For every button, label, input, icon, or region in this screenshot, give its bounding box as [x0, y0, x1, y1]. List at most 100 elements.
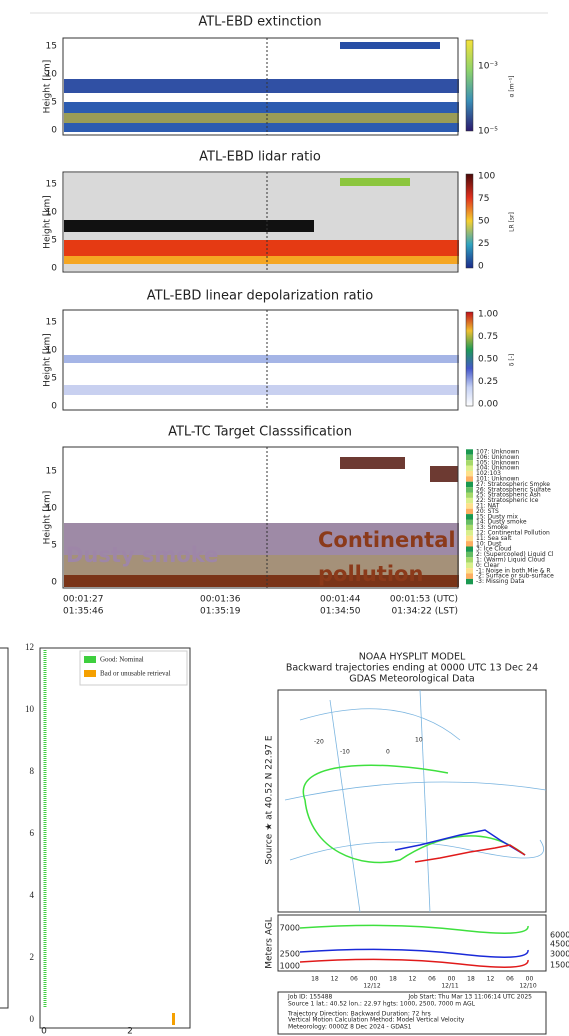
- map-grid-label: 0: [386, 749, 390, 756]
- hour-label: 18: [467, 976, 475, 983]
- hysplit-title: Backward trajectories ending at 0000 UTC…: [286, 663, 538, 674]
- hysplit-title: NOAA HYSPLIT MODEL: [359, 652, 466, 663]
- y-tick-label: 15: [46, 318, 57, 328]
- x-tick-label: 01:35:46: [63, 607, 104, 617]
- cbar-tick-label: 100: [478, 172, 495, 182]
- x-tick-label: 2: [127, 1027, 133, 1036]
- cbar-tick-label: 1.00: [478, 310, 498, 320]
- class-swatch: [466, 503, 473, 508]
- cbar-label: α [m⁻¹]: [509, 76, 516, 98]
- class-swatch: [466, 471, 473, 476]
- right-tick-label: 6000: [550, 931, 569, 940]
- class-swatch: [466, 449, 473, 454]
- footer-line: Job ID: 155488: [287, 994, 333, 1001]
- band: [64, 113, 459, 123]
- right-tick-label: 4500: [550, 940, 569, 949]
- y-tick-label: 10: [25, 704, 35, 714]
- side-label: Source ★ at 40.52 N 22.97 E: [265, 735, 275, 864]
- x-tick-label: 01:35:19: [200, 607, 241, 617]
- y-tick-label: 8: [30, 766, 35, 776]
- footer-line: Meteorology: 0000Z 8 Dec 2024 - GDAS1: [288, 1024, 412, 1031]
- band: [430, 466, 458, 482]
- bad-point: [172, 1013, 175, 1025]
- cbar-tick-label: 0.00: [478, 400, 498, 410]
- map: [278, 690, 546, 912]
- band: [340, 42, 440, 49]
- date-label: 12/12: [363, 983, 380, 990]
- legend-label: Good: Nominal: [100, 656, 144, 664]
- hour-label: 12: [331, 976, 339, 983]
- hysplit-title: GDAS Meteorological Data: [349, 674, 475, 685]
- cbar-tick-label: 0: [478, 262, 484, 272]
- colorbar: [466, 40, 473, 131]
- height-panel: [278, 915, 546, 971]
- map-grid-label: 10: [415, 737, 423, 744]
- class-swatch: [466, 536, 473, 541]
- cbar-tick-label: 50: [478, 217, 490, 227]
- class-swatch: [466, 520, 473, 525]
- y-tick-label: 10: [46, 346, 58, 356]
- hour-label: 18: [311, 976, 319, 983]
- y-tick-label: 0: [51, 402, 57, 412]
- y-tick-label: 2: [30, 952, 35, 962]
- y-tick-label: 0: [30, 1014, 35, 1024]
- x-tick-label: 01:34:22 (LST): [391, 607, 458, 617]
- y-tick-label: 5: [51, 236, 57, 246]
- frame: [0, 648, 8, 1008]
- cbar-label: δ [-]: [509, 354, 516, 366]
- class-swatch: [466, 579, 473, 584]
- x-tick-label: 01:34:50: [320, 607, 361, 617]
- y-tick-label: 0: [51, 264, 57, 274]
- left-tick-label: 1000: [280, 962, 300, 971]
- cbar-tick-label: 10⁻⁵: [478, 127, 498, 137]
- y-tick-label: 12: [25, 642, 34, 652]
- class-swatch: [466, 482, 473, 487]
- y-tick-label: 4: [30, 890, 35, 900]
- x-tick-label: 00:01:27: [63, 595, 103, 605]
- hour-label: 06: [350, 976, 358, 983]
- hour-label: 18: [389, 976, 397, 983]
- class-swatch: [466, 460, 473, 465]
- panel-title: ATL-TC Target Classsification: [168, 425, 352, 440]
- y-tick-label: 5: [51, 541, 57, 551]
- band: [340, 457, 405, 469]
- class-swatch: [466, 525, 473, 530]
- cbar-tick-label: 0.25: [478, 377, 498, 387]
- band: [64, 220, 314, 232]
- y-tick-label: 15: [46, 42, 57, 52]
- panel-title: ATL-EBD linear depolarization ratio: [147, 289, 374, 304]
- hour-label: 12: [409, 976, 417, 983]
- date-label: 12/10: [519, 983, 536, 990]
- y-tick-label: 10: [46, 70, 58, 80]
- x-tick-label: 0: [41, 1027, 47, 1036]
- class-swatch: [466, 514, 473, 519]
- y-tick-label: 15: [46, 180, 57, 190]
- band: [64, 240, 459, 256]
- plot-frame: [40, 648, 190, 1028]
- cbar-tick-label: 0.50: [478, 355, 498, 365]
- class-swatch: [466, 466, 473, 471]
- class-swatch: [466, 574, 473, 579]
- height-label: Meters AGL: [265, 917, 275, 969]
- hour-label: 00: [448, 976, 456, 983]
- footer-line: Vertical Motion Calculation Method: Mode…: [288, 1017, 465, 1024]
- class-swatch: [466, 568, 473, 573]
- legend-swatch: [84, 670, 96, 677]
- class-swatch: [466, 493, 473, 498]
- x-tick-label: 00:01:36: [200, 595, 241, 605]
- left-tick-label: 2500: [280, 950, 300, 959]
- class-swatch: [466, 476, 473, 481]
- y-tick-label: 10: [46, 504, 58, 514]
- y-axis-label: Height [km]: [43, 491, 53, 545]
- figure: ATL-EBD extinctionHeight [km]05101510⁻⁵1…: [0, 0, 569, 1036]
- band: [64, 79, 459, 93]
- class-swatch: [466, 498, 473, 503]
- y-tick-label: 5: [51, 98, 57, 108]
- class-swatch: [466, 541, 473, 546]
- annotation: pollution: [318, 562, 423, 586]
- colorbar: [466, 312, 473, 406]
- footer-line: Source 1 lat.: 40.52 lon.: 22.97 hgts: 1…: [288, 1001, 476, 1008]
- colorbar: [466, 174, 473, 268]
- x-tick-label: 00:01:53 (UTC): [390, 595, 458, 605]
- y-tick-label: 5: [51, 374, 57, 384]
